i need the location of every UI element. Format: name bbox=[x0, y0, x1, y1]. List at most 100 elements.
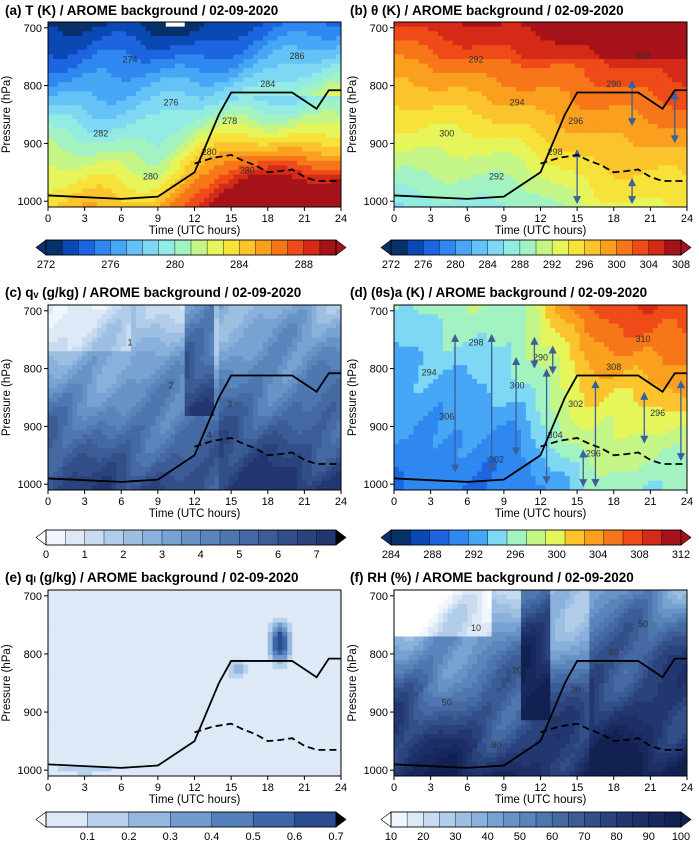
field-cell bbox=[442, 128, 449, 134]
field-cell bbox=[394, 82, 400, 88]
field-cell bbox=[682, 179, 687, 185]
field-cell bbox=[535, 174, 542, 180]
field-cell bbox=[170, 109, 176, 116]
field-cell bbox=[579, 179, 586, 185]
field-cell bbox=[121, 170, 127, 176]
field-cell bbox=[297, 105, 303, 111]
field-cell bbox=[135, 77, 142, 83]
field-cell bbox=[433, 105, 439, 111]
field-cell bbox=[189, 105, 196, 111]
field-cell bbox=[603, 40, 610, 46]
field-cell bbox=[282, 151, 288, 157]
field-cell bbox=[91, 40, 98, 46]
field-cell bbox=[677, 26, 683, 32]
field-cell bbox=[530, 35, 537, 42]
field-cell bbox=[174, 188, 181, 194]
field-cell bbox=[530, 96, 537, 102]
field-cell bbox=[647, 170, 654, 176]
field-cell bbox=[452, 183, 459, 190]
colorbar-segment bbox=[455, 239, 473, 256]
field-cell bbox=[248, 128, 254, 134]
field-cell bbox=[472, 63, 478, 69]
field-cell bbox=[101, 160, 108, 166]
field-cell bbox=[174, 119, 181, 125]
field-cell bbox=[77, 119, 83, 125]
field-cell bbox=[238, 96, 244, 102]
field-cell bbox=[253, 54, 259, 60]
field-cell bbox=[267, 109, 274, 116]
field-cell bbox=[613, 22, 620, 28]
field-cell bbox=[682, 202, 687, 207]
field-cell bbox=[667, 31, 673, 37]
field-cell bbox=[633, 91, 639, 97]
field-cell bbox=[667, 151, 673, 157]
field-cell bbox=[218, 96, 225, 102]
field-cell bbox=[555, 91, 561, 97]
field-cell bbox=[506, 45, 512, 51]
field-cell bbox=[652, 91, 659, 97]
field-cell bbox=[520, 197, 527, 203]
field-cell bbox=[301, 72, 308, 79]
field-cell bbox=[603, 174, 610, 180]
field-cell bbox=[462, 137, 468, 143]
field-cell bbox=[516, 174, 522, 180]
field-cell bbox=[662, 197, 669, 203]
field-cell bbox=[253, 179, 259, 185]
field-cell bbox=[447, 96, 454, 102]
field-cell bbox=[408, 151, 415, 157]
field-cell bbox=[613, 45, 620, 51]
field-cell bbox=[442, 197, 449, 203]
field-cell bbox=[218, 59, 225, 65]
field-cell bbox=[199, 59, 205, 65]
field-cell bbox=[140, 109, 147, 116]
field-cell bbox=[67, 26, 74, 32]
field-cell bbox=[403, 45, 410, 51]
field-cell bbox=[106, 193, 113, 199]
field-cell bbox=[311, 59, 318, 65]
field-cell bbox=[48, 411, 54, 417]
field-cell bbox=[525, 151, 532, 157]
pbl-arrow-head-up bbox=[628, 178, 637, 187]
field-cell bbox=[520, 133, 527, 139]
field-cell bbox=[491, 202, 498, 207]
field-cell bbox=[170, 86, 176, 92]
field-cell bbox=[408, 31, 415, 37]
field-cell bbox=[457, 82, 463, 88]
field-cell bbox=[199, 197, 205, 203]
field-cell bbox=[150, 100, 157, 106]
pbl-arrow-head-down bbox=[628, 196, 637, 205]
field-cell bbox=[272, 77, 279, 83]
field-cell bbox=[530, 183, 537, 190]
field-cell bbox=[121, 63, 127, 69]
field-cell bbox=[253, 114, 259, 120]
field-cell bbox=[511, 119, 517, 125]
field-cell bbox=[121, 109, 127, 116]
field-cell bbox=[131, 183, 137, 190]
field-cell bbox=[62, 123, 69, 129]
field-cell bbox=[516, 137, 522, 143]
field-cell bbox=[248, 31, 254, 37]
field-cell bbox=[589, 100, 595, 106]
field-cell bbox=[262, 54, 269, 60]
field-cell bbox=[67, 49, 74, 55]
field-cell bbox=[560, 100, 566, 106]
field-cell bbox=[228, 174, 235, 180]
field-cell bbox=[594, 82, 600, 88]
field-cell bbox=[184, 63, 191, 69]
field-cell bbox=[87, 45, 93, 51]
field-cell bbox=[145, 142, 152, 148]
field-cell bbox=[57, 137, 64, 143]
field-cell bbox=[135, 151, 142, 157]
field-cell bbox=[428, 54, 434, 60]
field-cell bbox=[145, 137, 152, 143]
field-cell bbox=[101, 109, 108, 116]
field-cell bbox=[257, 22, 264, 28]
field-cell bbox=[462, 133, 468, 139]
field-cell bbox=[184, 197, 191, 203]
field-cell bbox=[428, 63, 434, 69]
field-cell bbox=[618, 128, 625, 134]
field-cell bbox=[116, 202, 122, 207]
field-cell bbox=[62, 165, 69, 171]
field-cell bbox=[316, 156, 323, 162]
field-cell bbox=[511, 128, 517, 134]
